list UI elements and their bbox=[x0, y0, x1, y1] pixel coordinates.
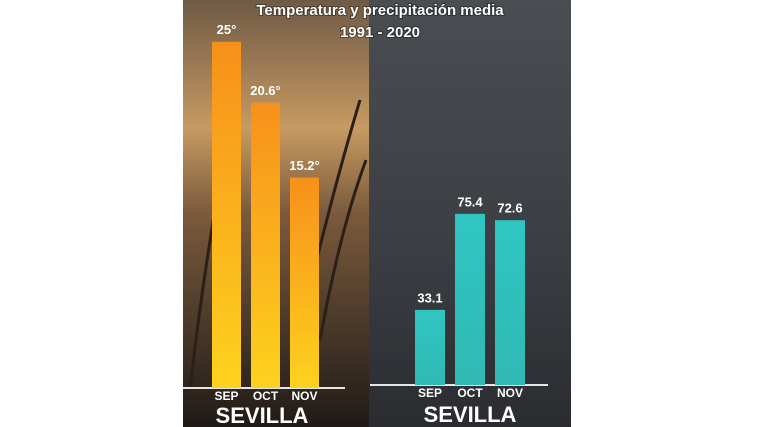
x-tick-label: NOV bbox=[291, 389, 317, 403]
bar bbox=[495, 220, 525, 385]
value-label: 25° bbox=[217, 22, 237, 37]
value-label: 72.6 bbox=[497, 201, 522, 216]
bar bbox=[251, 102, 280, 388]
value-label: 33.1 bbox=[417, 290, 442, 305]
bar bbox=[455, 213, 485, 385]
chart-caption: SEVILLA bbox=[424, 402, 517, 427]
chart-caption: SEVILLA bbox=[216, 403, 309, 427]
bar bbox=[212, 41, 241, 388]
chart-title: Temperatura y precipitación media bbox=[256, 2, 504, 19]
x-tick-label: OCT bbox=[457, 386, 483, 400]
value-label: 20.6° bbox=[250, 83, 281, 98]
value-label: 75.4 bbox=[457, 194, 483, 209]
x-tick-label: NOV bbox=[497, 386, 523, 400]
x-tick-label: SEP bbox=[214, 389, 238, 403]
bar bbox=[415, 309, 445, 385]
x-tick-label: SEP bbox=[418, 386, 442, 400]
bar bbox=[290, 177, 319, 388]
chart-subtitle: 1991 - 2020 bbox=[340, 24, 420, 41]
x-tick-label: OCT bbox=[253, 389, 279, 403]
value-label: 15.2° bbox=[289, 158, 320, 173]
